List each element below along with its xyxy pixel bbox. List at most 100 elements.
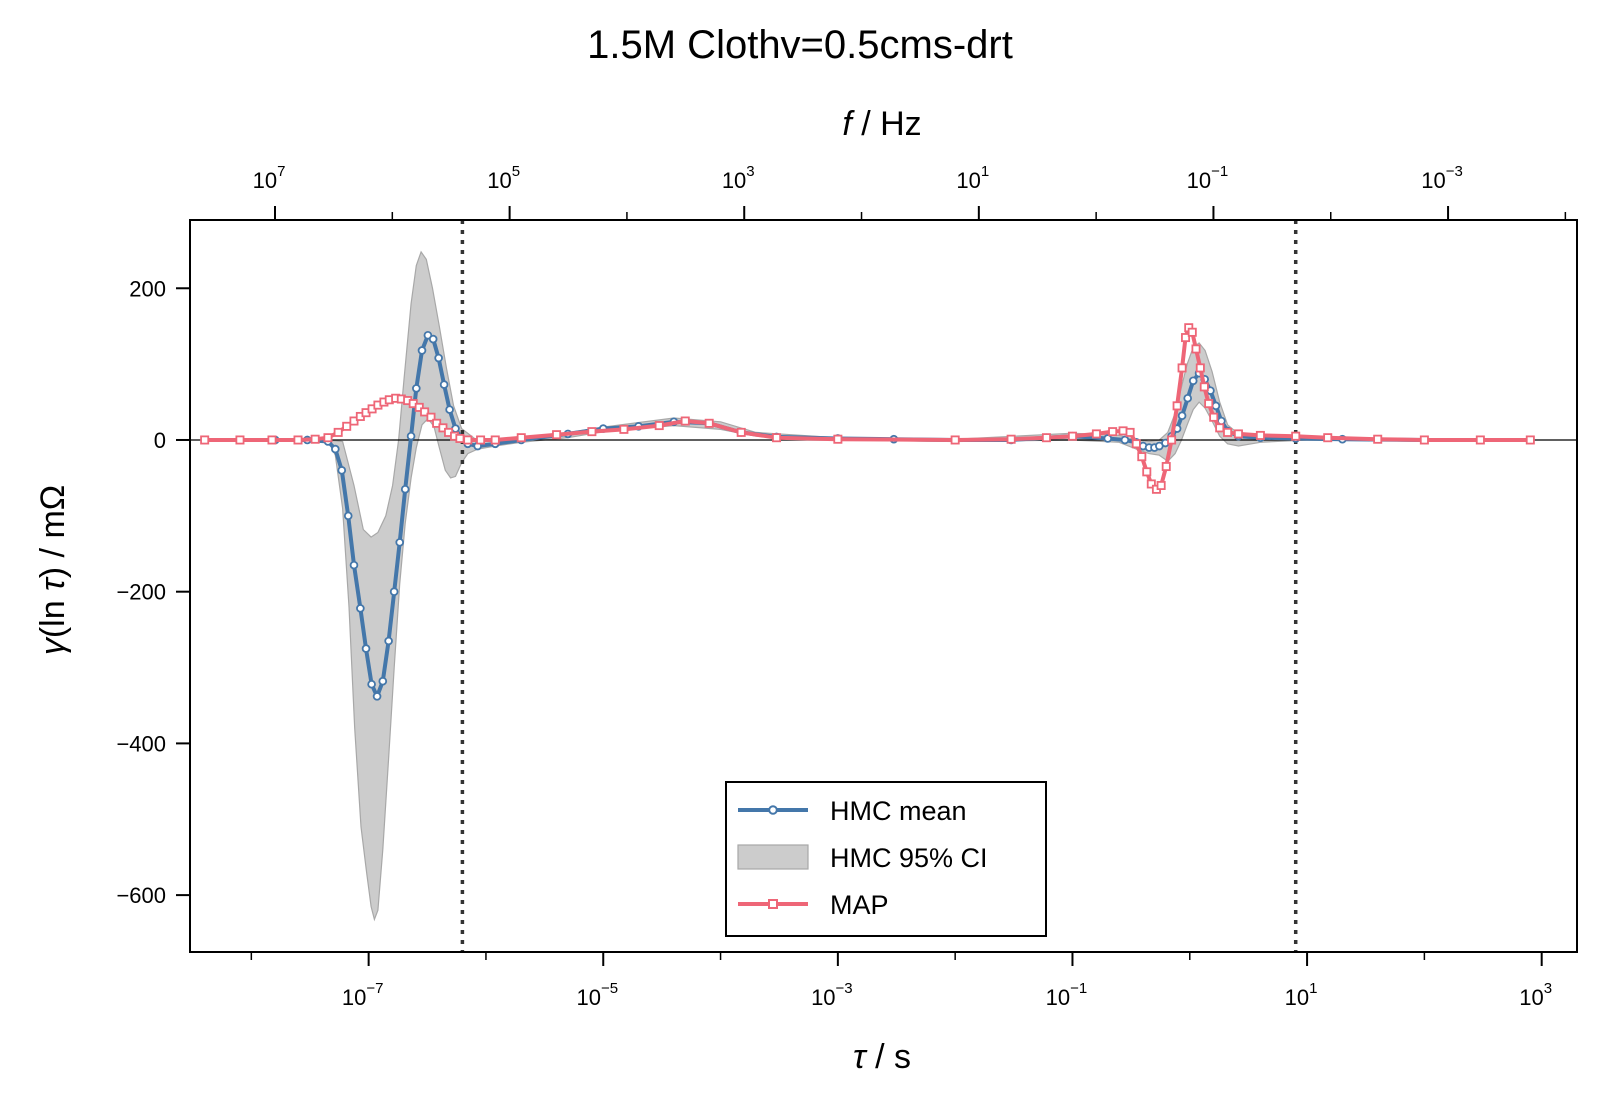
x-tick-label: 101 [1285,980,1318,1010]
x-tick-exponent: 3 [1544,980,1552,997]
hmc-mean-point [400,484,410,494]
map-point [772,433,782,443]
map-point [1125,427,1135,437]
hmc-mean-point [434,353,443,363]
map-point [1223,427,1233,437]
hmc-mean-point [1211,401,1221,411]
map-point [1067,431,1077,441]
x-tick-label: 10−5 [576,980,618,1010]
map-point [267,435,277,445]
x2-axis-label: f / Hz [842,105,921,143]
x2-tick-label: 10−3 [1421,163,1463,193]
x2-tick-base: 10 [1421,168,1445,193]
hmc-mean-point [439,380,449,389]
x-tick-exponent: −7 [366,980,383,997]
x2-tick-label: 101 [956,163,989,193]
y-axis-tau: τ [34,576,72,591]
x-axis-unit: / s [866,1038,911,1076]
x-tick-label: 10−3 [811,980,853,1010]
map-point [1475,435,1485,445]
hmc-mean-point [378,676,388,686]
map-point [1146,479,1156,489]
map-point [1195,363,1205,373]
hmc-mean-point [1183,393,1192,403]
legend: HMC mean HMC 95% CI MAP [725,781,1047,937]
x2-tick-label: 103 [722,163,755,193]
x-tick-exponent: −3 [836,980,853,997]
hmc-mean-point [356,604,365,613]
map-point [1215,423,1225,433]
map-point [1191,344,1201,354]
map-point [476,435,486,445]
hmc-mean-point [372,692,382,701]
map-point [1118,426,1128,436]
map-point [414,402,424,412]
chart-title: 1.5M Clothv=0.5cms-drt [587,23,1013,67]
hmc-mean-point [406,431,416,441]
x-tick-base: 10 [576,985,600,1010]
map-point [1006,434,1016,444]
hmc-mean-point [1188,376,1198,386]
x-tick-base: 10 [1046,985,1070,1010]
hmc-mean-point [428,334,438,344]
x2-tick-exponent: 5 [512,163,520,180]
map-point [1204,399,1214,409]
map-point [1525,435,1535,445]
hmc-mean-point [343,511,353,521]
y-axis-unit: ) / mΩ [34,485,72,578]
x2-tick-base: 10 [253,168,277,193]
x2-tick-exponent: 7 [277,163,285,180]
y-tick-label: 200 [129,276,166,301]
map-point [1137,452,1147,462]
map-point [1209,412,1219,422]
map-point [1419,435,1429,445]
y-axis-mid: (ln [34,591,72,638]
legend-swatch-marker [768,805,778,815]
x-tick-label: 10−7 [342,980,384,1010]
map-point [1091,429,1101,439]
hmc-mean-point [445,405,454,414]
map-point [1373,434,1383,444]
map-point [235,435,245,445]
map-point [426,412,436,422]
x-tick-base: 10 [811,985,835,1010]
map-point [1233,429,1243,439]
hmc-mean-point [1177,411,1187,421]
map-point [420,407,430,417]
hmc-mean-point [331,444,340,454]
map-point [463,435,473,445]
map-point [552,430,562,440]
map-point [1177,363,1187,373]
map-point [1156,480,1166,490]
x-tick-exponent: −5 [601,980,618,997]
hmc-mean-point [389,587,399,596]
y-tick-label: 0 [154,428,166,453]
legend-label: HMC mean [830,796,967,826]
map-point [438,423,448,433]
x2-tick-label: 105 [487,163,520,193]
x2-axis-unit: / Hz [852,105,922,143]
map-point [833,434,843,444]
legend-swatch-band [737,844,809,870]
map-point [455,433,465,443]
map-point [323,433,333,443]
map-point [293,435,303,445]
x2-tick-exponent: −1 [1211,163,1228,180]
x-axis-symbol: τ [853,1038,868,1076]
x2-tick-exponent: −3 [1446,163,1463,180]
x-tick-base: 10 [342,985,366,1010]
map-point [1199,382,1209,392]
x2-tick-base: 10 [722,168,746,193]
hmc-mean-point [337,466,347,475]
y-axis-symbol: γ [34,636,72,655]
map-point [342,421,352,431]
map-point [950,435,960,445]
hmc-mean-point [451,424,460,433]
legend-label: MAP [830,890,889,920]
hmc-mean-point [361,644,371,653]
map-point [349,416,359,426]
map-point [704,418,714,428]
map-point [1187,327,1197,337]
y-tick-label: −600 [116,883,166,908]
